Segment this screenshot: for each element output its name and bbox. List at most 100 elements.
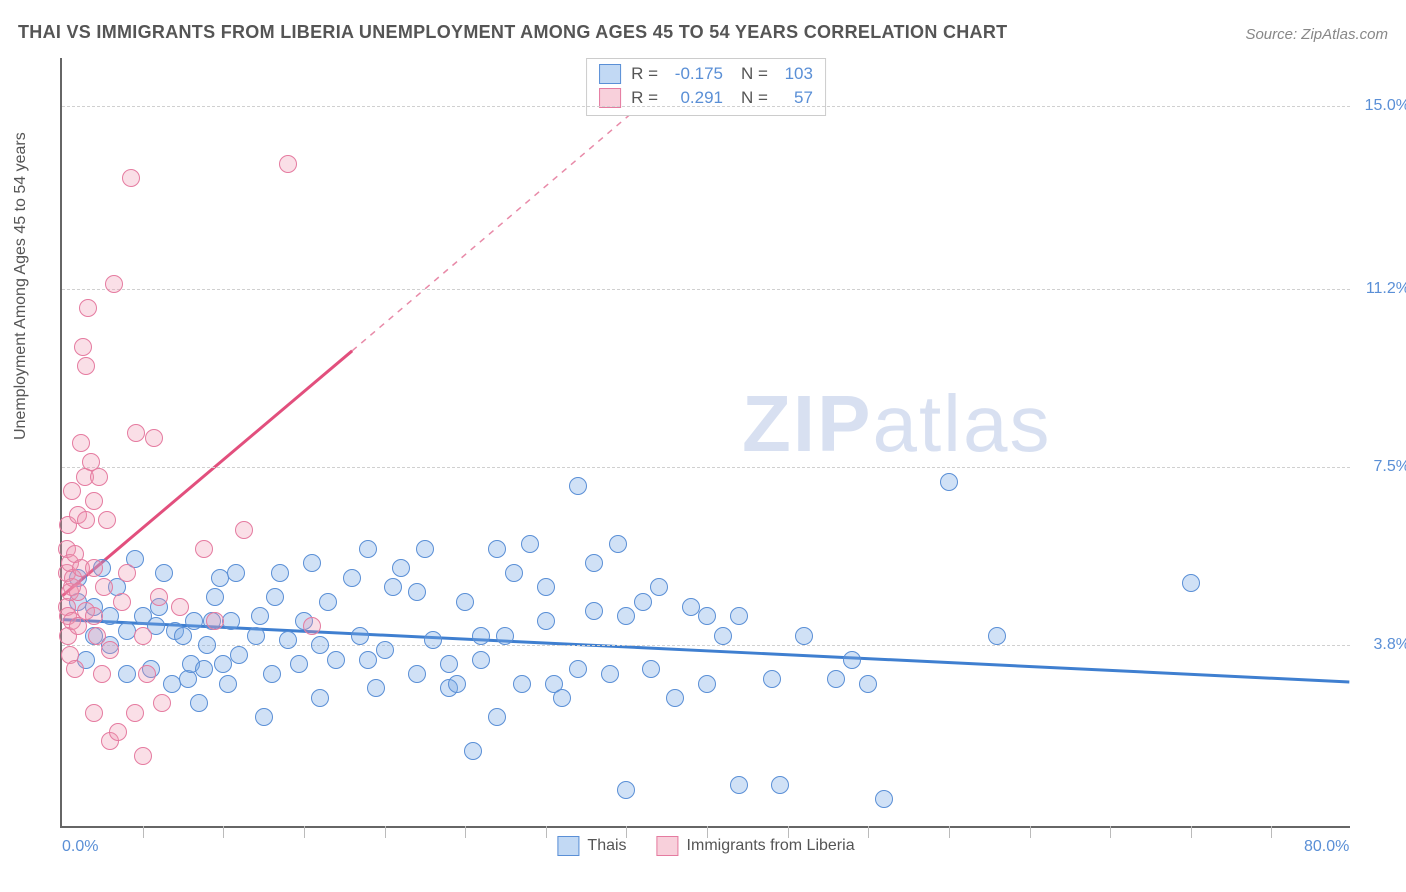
scatter-point bbox=[496, 627, 514, 645]
r-value-thais: -0.175 bbox=[668, 62, 723, 86]
scatter-point bbox=[290, 655, 308, 673]
scatter-point bbox=[101, 641, 119, 659]
swatch-blue bbox=[599, 64, 621, 84]
scatter-point bbox=[90, 468, 108, 486]
r-label: R = bbox=[631, 62, 658, 86]
scatter-point bbox=[843, 651, 861, 669]
x-tick bbox=[465, 826, 466, 838]
scatter-point bbox=[222, 612, 240, 630]
scatter-point bbox=[235, 521, 253, 539]
watermark-light: atlas bbox=[872, 379, 1051, 468]
scatter-point bbox=[174, 627, 192, 645]
scatter-point bbox=[93, 665, 111, 683]
x-tick bbox=[949, 826, 950, 838]
scatter-point bbox=[585, 554, 603, 572]
scatter-point bbox=[488, 540, 506, 558]
scatter-point bbox=[109, 723, 127, 741]
scatter-point bbox=[195, 540, 213, 558]
scatter-point bbox=[456, 593, 474, 611]
watermark-bold: ZIP bbox=[742, 379, 872, 468]
scatter-point bbox=[875, 790, 893, 808]
scatter-point bbox=[303, 617, 321, 635]
scatter-point bbox=[138, 665, 156, 683]
scatter-point bbox=[255, 708, 273, 726]
grid-line-h bbox=[62, 467, 1350, 468]
scatter-point bbox=[448, 675, 466, 693]
scatter-point bbox=[988, 627, 1006, 645]
y-tick-label: 7.5% bbox=[1355, 458, 1406, 476]
scatter-point bbox=[319, 593, 337, 611]
scatter-point bbox=[72, 434, 90, 452]
watermark: ZIPatlas bbox=[742, 378, 1051, 470]
scatter-point bbox=[251, 607, 269, 625]
scatter-point bbox=[682, 598, 700, 616]
scatter-point bbox=[440, 655, 458, 673]
scatter-point bbox=[190, 694, 208, 712]
x-tick-label: 80.0% bbox=[1304, 838, 1349, 856]
scatter-point bbox=[424, 631, 442, 649]
stats-legend: R = -0.175 N = 103 R = 0.291 N = 57 bbox=[586, 58, 826, 116]
scatter-point bbox=[171, 598, 189, 616]
scatter-point bbox=[488, 708, 506, 726]
scatter-point bbox=[698, 675, 716, 693]
scatter-point bbox=[537, 578, 555, 596]
scatter-point bbox=[367, 679, 385, 697]
scatter-point bbox=[585, 602, 603, 620]
scatter-point bbox=[730, 607, 748, 625]
scatter-point bbox=[95, 578, 113, 596]
scatter-point bbox=[98, 511, 116, 529]
scatter-point bbox=[145, 429, 163, 447]
scatter-point bbox=[472, 651, 490, 669]
scatter-point bbox=[601, 665, 619, 683]
scatter-point bbox=[127, 424, 145, 442]
scatter-point bbox=[617, 781, 635, 799]
scatter-point bbox=[730, 776, 748, 794]
scatter-point bbox=[134, 627, 152, 645]
scatter-point bbox=[74, 338, 92, 356]
x-tick bbox=[143, 826, 144, 838]
x-tick bbox=[1271, 826, 1272, 838]
scatter-point bbox=[153, 694, 171, 712]
scatter-point bbox=[66, 660, 84, 678]
scatter-point bbox=[795, 627, 813, 645]
scatter-point bbox=[521, 535, 539, 553]
scatter-point bbox=[303, 554, 321, 572]
scatter-point bbox=[206, 612, 224, 630]
grid-line-h bbox=[62, 289, 1350, 290]
scatter-point bbox=[79, 299, 97, 317]
scatter-point bbox=[513, 675, 531, 693]
scatter-point bbox=[155, 564, 173, 582]
scatter-point bbox=[69, 583, 87, 601]
scatter-point bbox=[263, 665, 281, 683]
scatter-point bbox=[126, 704, 144, 722]
scatter-point bbox=[122, 169, 140, 187]
scatter-point bbox=[63, 482, 81, 500]
scatter-point bbox=[113, 593, 131, 611]
scatter-point bbox=[472, 627, 490, 645]
scatter-point bbox=[85, 607, 103, 625]
scatter-point bbox=[247, 627, 265, 645]
trend-lines-svg bbox=[62, 58, 1350, 826]
scatter-point bbox=[327, 651, 345, 669]
scatter-point bbox=[219, 675, 237, 693]
x-tick bbox=[868, 826, 869, 838]
scatter-point bbox=[408, 583, 426, 601]
swatch-pink bbox=[657, 836, 679, 856]
scatter-point bbox=[77, 357, 95, 375]
scatter-point bbox=[351, 627, 369, 645]
scatter-point bbox=[85, 704, 103, 722]
scatter-point bbox=[206, 588, 224, 606]
scatter-point bbox=[416, 540, 434, 558]
scatter-point bbox=[940, 473, 958, 491]
legend-label-thais: Thais bbox=[587, 837, 626, 855]
x-tick bbox=[304, 826, 305, 838]
chart-container: THAI VS IMMIGRANTS FROM LIBERIA UNEMPLOY… bbox=[0, 0, 1406, 892]
x-tick bbox=[1191, 826, 1192, 838]
scatter-point bbox=[88, 627, 106, 645]
source-attribution: Source: ZipAtlas.com bbox=[1245, 26, 1388, 43]
scatter-point bbox=[118, 564, 136, 582]
scatter-point bbox=[771, 776, 789, 794]
scatter-point bbox=[1182, 574, 1200, 592]
swatch-pink bbox=[599, 88, 621, 108]
scatter-point bbox=[311, 636, 329, 654]
